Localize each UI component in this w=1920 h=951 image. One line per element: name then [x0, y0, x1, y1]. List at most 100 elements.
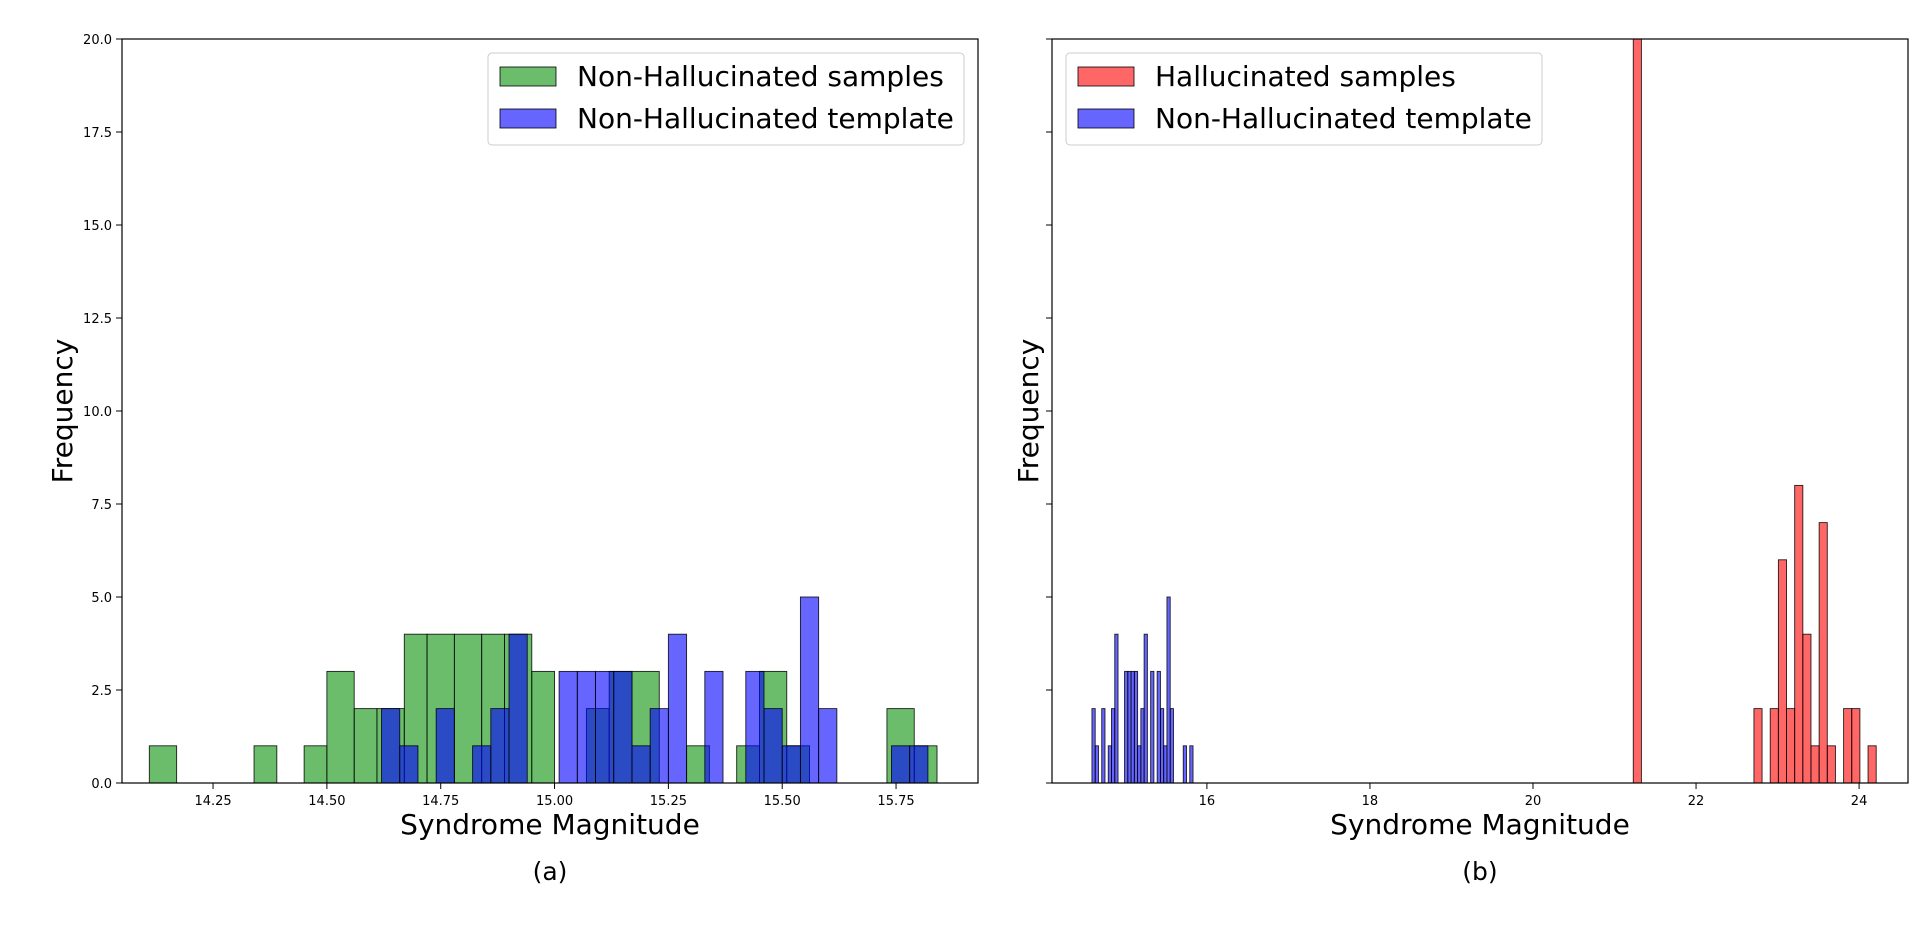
- panel-a-bar-s1-8: [595, 670, 615, 784]
- panel-b-bar-s1-14: [1156, 670, 1161, 784]
- panel-b-bar-s1-13: [1150, 670, 1155, 784]
- panel-a-bar-s1-3: [472, 745, 492, 784]
- panel-a-xtick-label-4: 15.25: [650, 794, 687, 809]
- panel-b-xtick-label-0: 16: [1199, 794, 1216, 809]
- panel-b-bar-s1-10: [1137, 745, 1142, 784]
- panel-a-bar-s1-2: [435, 708, 455, 784]
- panel-a-bar-s1-15: [763, 708, 783, 784]
- panel-b-bar-s0-6: [1802, 633, 1812, 784]
- panel-a-bar-s1-6: [558, 670, 578, 784]
- panel-b-legend-label-1: Non-Hallucinated template: [1155, 102, 1532, 135]
- panel-b-y-axis-label: Frequency: [1012, 339, 1045, 484]
- panel-b-bar-s0-8: [1818, 522, 1828, 784]
- panel-b-bar-s0-7: [1810, 745, 1820, 784]
- panel-b-xtick-label-2: 20: [1525, 794, 1542, 809]
- panel-b-bar-s0-2: [1769, 708, 1779, 784]
- panel-a-bar-s0-2: [303, 745, 328, 784]
- panel-a-bar-s1-20: [909, 745, 929, 784]
- panel-b-xtick-label-1: 18: [1362, 794, 1379, 809]
- panel-a-bar-s1-5: [508, 633, 528, 784]
- panel-a-legend-frame: [487, 52, 965, 146]
- panel-b-bar-s0-10: [1843, 708, 1853, 784]
- panel-a-ytick-label-8: 20.0: [83, 33, 112, 48]
- panel-a-ytick-label-5: 12.5: [83, 312, 112, 327]
- panel-a-x-ticks: 14.25 14.50 14.75 15.00 15.25 15.50 15.75: [194, 783, 915, 809]
- panel-a-xtick-label-0: 14.25: [194, 794, 231, 809]
- panel-a-x-axis-label: Syndrome Magnitude: [400, 808, 700, 841]
- panel-a-bar-s1-9: [613, 670, 633, 784]
- panel-b-bar-s1-12: [1143, 633, 1148, 784]
- panel-a-bar-s0-11: [531, 670, 556, 784]
- panel-b-bar-s1-19: [1182, 745, 1187, 784]
- panel-b-bar-s0-3: [1777, 559, 1787, 784]
- panel-a-bar-s1-19: [891, 745, 911, 784]
- panel-a-bar-s0-4: [353, 708, 378, 784]
- panel-b-bar-s1-15: [1159, 708, 1165, 784]
- panel-a-bar-s1-10: [631, 745, 651, 784]
- panel-b-x-axis-label: Syndrome Magnitude: [1330, 808, 1630, 841]
- panel-a-bar-s1-0: [381, 708, 401, 784]
- panel-b-bar-s1-17: [1166, 596, 1171, 784]
- panel-b-x-ticks: 16 18 20 22 24: [1199, 783, 1868, 809]
- panel-a-legend: Non-Hallucinated samples Non-Hallucinate…: [487, 52, 965, 146]
- panel-a-bar-s0-0: [148, 745, 178, 784]
- panel-b-bar-s1-16: [1163, 745, 1168, 784]
- panel-a-ytick-label-0: 0.0: [91, 777, 112, 792]
- panel-a-ytick-label-4: 10.0: [83, 405, 112, 420]
- panel-a-bar-s1-16: [781, 745, 801, 784]
- panel-b-bar-s0-11: [1851, 708, 1861, 784]
- panel-a-ytick-label-6: 15.0: [83, 219, 112, 234]
- panel-a-bar-s1-7: [576, 670, 596, 784]
- panel-b-bar-s1-2: [1101, 708, 1106, 784]
- panel-a-ytick-label-2: 5.0: [91, 591, 112, 606]
- panel-a-bar-s1-17: [799, 596, 820, 784]
- panel-b-legend-label-0: Hallucinated samples: [1155, 60, 1456, 93]
- panel-b-legend-frame: [1065, 52, 1543, 146]
- panel-b-bar-s0-9: [1826, 745, 1836, 784]
- panel-a-xtick-label-5: 15.50: [764, 794, 801, 809]
- panel-a-bar-s1-12: [667, 633, 688, 784]
- panel-b-bar-s1-6: [1124, 670, 1129, 784]
- panel-b-bar-s1-1: [1094, 745, 1099, 784]
- panel-b-legend-swatch-1: [1077, 108, 1135, 129]
- panel-a-y-ticks: 0.0 2.5 5.0 7.5 10.0 12.5 15.0 17.5 20.0: [83, 33, 122, 792]
- panel-a-xtick-label-6: 15.75: [877, 794, 914, 809]
- panel-a-bar-s1-4: [490, 708, 510, 784]
- panel-a-bar-s0-1: [253, 745, 278, 784]
- panel-b-bar-s1-9: [1133, 670, 1139, 784]
- panel-b-bar-s1-18: [1169, 708, 1174, 784]
- panel-a-legend-swatch-1: [499, 108, 557, 129]
- panel-a-legend-swatch-0: [499, 66, 557, 87]
- panel-b-bar-s1-3: [1107, 745, 1112, 784]
- panel-b-xtick-label-4: 24: [1851, 794, 1868, 809]
- panel-b-bar-s0-12: [1867, 745, 1877, 784]
- panel-a-caption: (a): [533, 857, 568, 886]
- panel-b-bar-s0-1: [1753, 708, 1763, 784]
- panel-b-legend-swatch-0: [1077, 66, 1135, 87]
- panel-b-bar-s1-5: [1114, 633, 1119, 784]
- panel-b-y-ticks: [1046, 38, 1052, 784]
- panel-a: 14.25 14.50 14.75 15.00 15.25 15.50 15.75 0.0 2…: [46, 33, 979, 886]
- panel-a-y-axis-label: Frequency: [46, 339, 79, 484]
- panel-b-bar-s1-11: [1140, 708, 1145, 784]
- panel-a-xtick-label-1: 14.50: [308, 794, 345, 809]
- panel-a-bar-s1-14: [745, 670, 765, 784]
- panel-b-legend: Hallucinated samples Non-Hallucinated te…: [1065, 52, 1543, 146]
- panel-b-bar-s1-7: [1127, 670, 1132, 784]
- panel-b-bar-s0-0: [1632, 38, 1642, 784]
- panel-a-xtick-label-3: 15.00: [536, 794, 573, 809]
- panel-a-bar-s1-1: [399, 745, 419, 784]
- panel-b-bar-s1-20: [1189, 745, 1194, 784]
- panel-a-xtick-label-2: 14.75: [422, 794, 459, 809]
- panel-a-ytick-label-3: 7.5: [91, 498, 112, 513]
- panel-a-ytick-label-7: 17.5: [83, 126, 112, 141]
- panel-b-bar-s0-5: [1794, 484, 1804, 784]
- panel-b-xtick-label-3: 22: [1688, 794, 1705, 809]
- panel-a-bar-s1-11: [649, 708, 669, 784]
- panel-b: 16 18 20 22 24 Syndrome Magnitude Frequency …: [1012, 38, 1909, 886]
- panel-b-caption: (b): [1462, 857, 1497, 886]
- panel-b-bar-s0-4: [1786, 708, 1796, 784]
- panel-a-legend-label-1: Non-Hallucinated template: [577, 102, 954, 135]
- panel-b-bar-s1-4: [1111, 708, 1116, 784]
